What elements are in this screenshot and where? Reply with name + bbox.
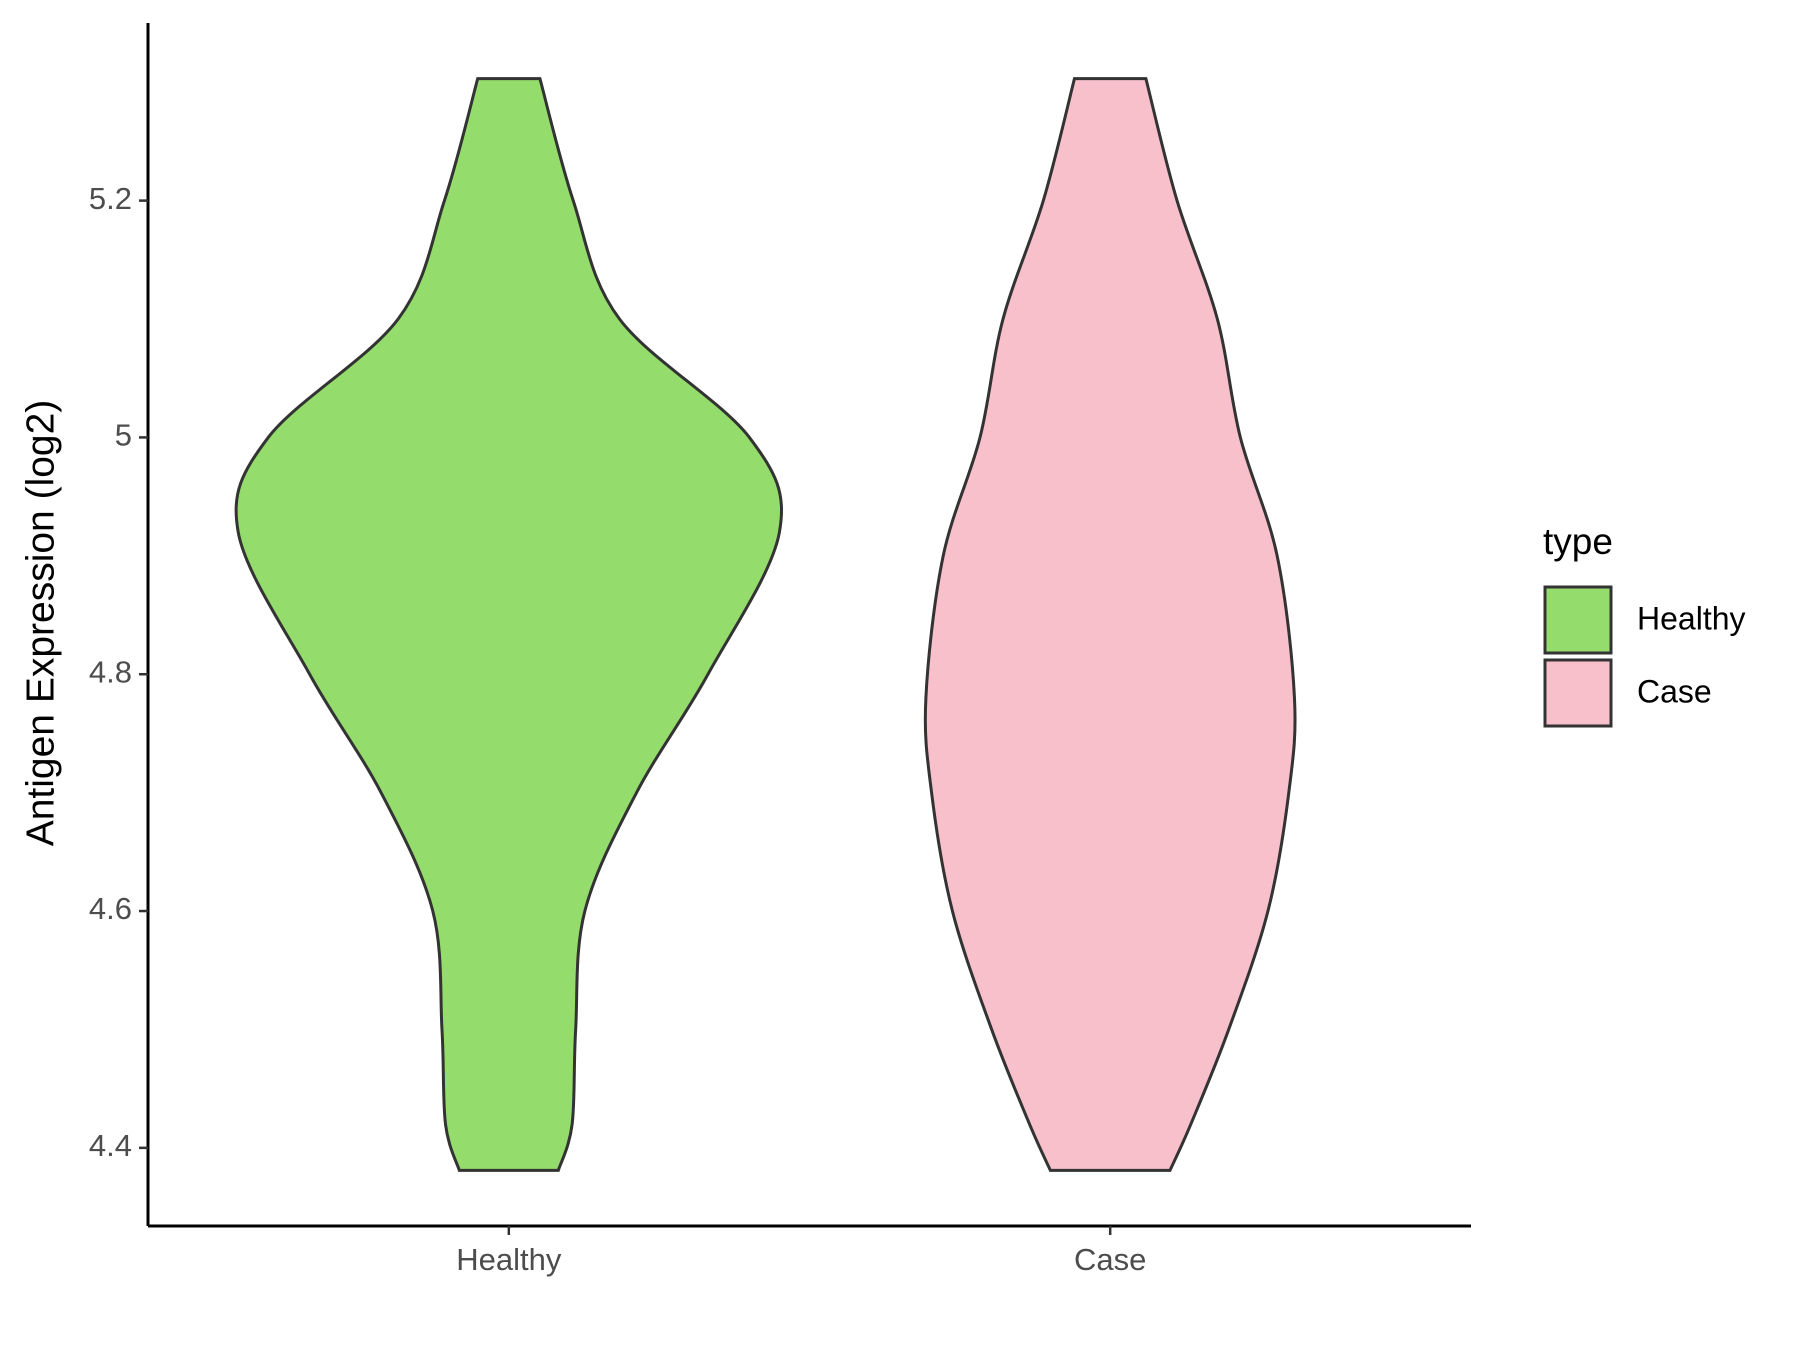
y-tick-label: 4.8 [89, 654, 132, 689]
y-tick-label: 4.4 [89, 1128, 132, 1163]
y-tick-label: 5.2 [89, 181, 132, 216]
violin [923, 77, 1297, 1172]
legend-title: type [1543, 521, 1613, 562]
y-tick-label: 4.6 [89, 891, 132, 926]
legend-label: Healthy [1637, 600, 1746, 636]
legend-key [1543, 658, 1613, 728]
legend-key [1543, 585, 1613, 655]
x-tick-label: Case [1074, 1242, 1146, 1277]
violin [234, 77, 783, 1172]
legend-label: Case [1637, 673, 1712, 709]
y-tick-label: 5 [115, 418, 132, 453]
x-tick-label: Healthy [456, 1242, 562, 1277]
y-axis-title: Antigen Expression (log2) [19, 400, 62, 847]
